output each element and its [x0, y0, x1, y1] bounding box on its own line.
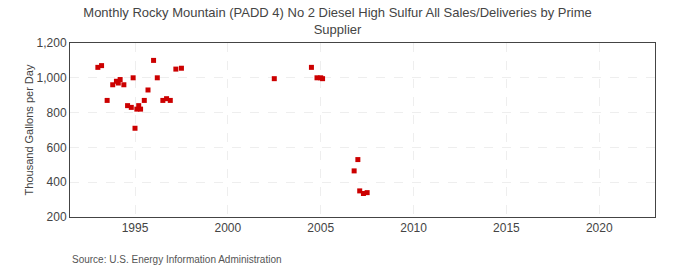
svg-text:2015: 2015 [493, 221, 520, 235]
svg-text:200: 200 [47, 210, 67, 224]
svg-text:2000: 2000 [215, 221, 242, 235]
svg-text:2010: 2010 [400, 221, 427, 235]
svg-text:Monthly Rocky Mountain (PADD 4: Monthly Rocky Mountain (PADD 4) No 2 Die… [83, 5, 591, 37]
svg-text:1,000: 1,000 [37, 71, 67, 85]
svg-text:600: 600 [47, 141, 67, 155]
svg-text:400: 400 [47, 175, 67, 189]
svg-text:Source: U.S. Energy Informatio: Source: U.S. Energy Information Administ… [72, 254, 282, 265]
svg-text:1,200: 1,200 [37, 36, 67, 50]
svg-text:1995: 1995 [122, 221, 149, 235]
svg-text:2020: 2020 [586, 221, 613, 235]
svg-text:Thousand Gallons per Day: Thousand Gallons per Day [23, 64, 35, 195]
svg-text:2005: 2005 [307, 221, 334, 235]
svg-text:800: 800 [47, 106, 67, 120]
